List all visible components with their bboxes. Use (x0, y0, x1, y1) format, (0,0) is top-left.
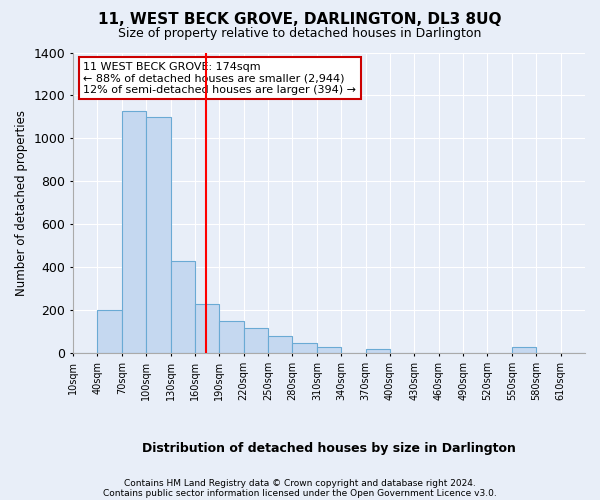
Text: 11 WEST BECK GROVE: 174sqm
← 88% of detached houses are smaller (2,944)
12% of s: 11 WEST BECK GROVE: 174sqm ← 88% of deta… (83, 62, 356, 94)
Text: Contains public sector information licensed under the Open Government Licence v3: Contains public sector information licen… (103, 488, 497, 498)
Bar (317, 347, 341, 354)
Bar (97, 310, 122, 354)
Bar (268, 336, 292, 353)
Text: 11, WEST BECK GROVE, DARLINGTON, DL3 8UQ: 11, WEST BECK GROVE, DARLINGTON, DL3 8UQ (98, 12, 502, 28)
Text: Size of property relative to detached houses in Darlington: Size of property relative to detached ho… (118, 28, 482, 40)
X-axis label: Distribution of detached houses by size in Darlington: Distribution of detached houses by size … (142, 442, 516, 455)
Bar (512, 347, 536, 354)
Bar (146, 117, 170, 354)
Y-axis label: Number of detached properties: Number of detached properties (15, 110, 28, 296)
Bar (292, 342, 317, 353)
Bar (244, 328, 268, 353)
Bar (170, 261, 195, 354)
Bar (220, 321, 244, 354)
Bar (122, 110, 146, 354)
Bar (195, 304, 220, 354)
Bar (365, 349, 390, 354)
Text: Contains HM Land Registry data © Crown copyright and database right 2024.: Contains HM Land Registry data © Crown c… (124, 478, 476, 488)
